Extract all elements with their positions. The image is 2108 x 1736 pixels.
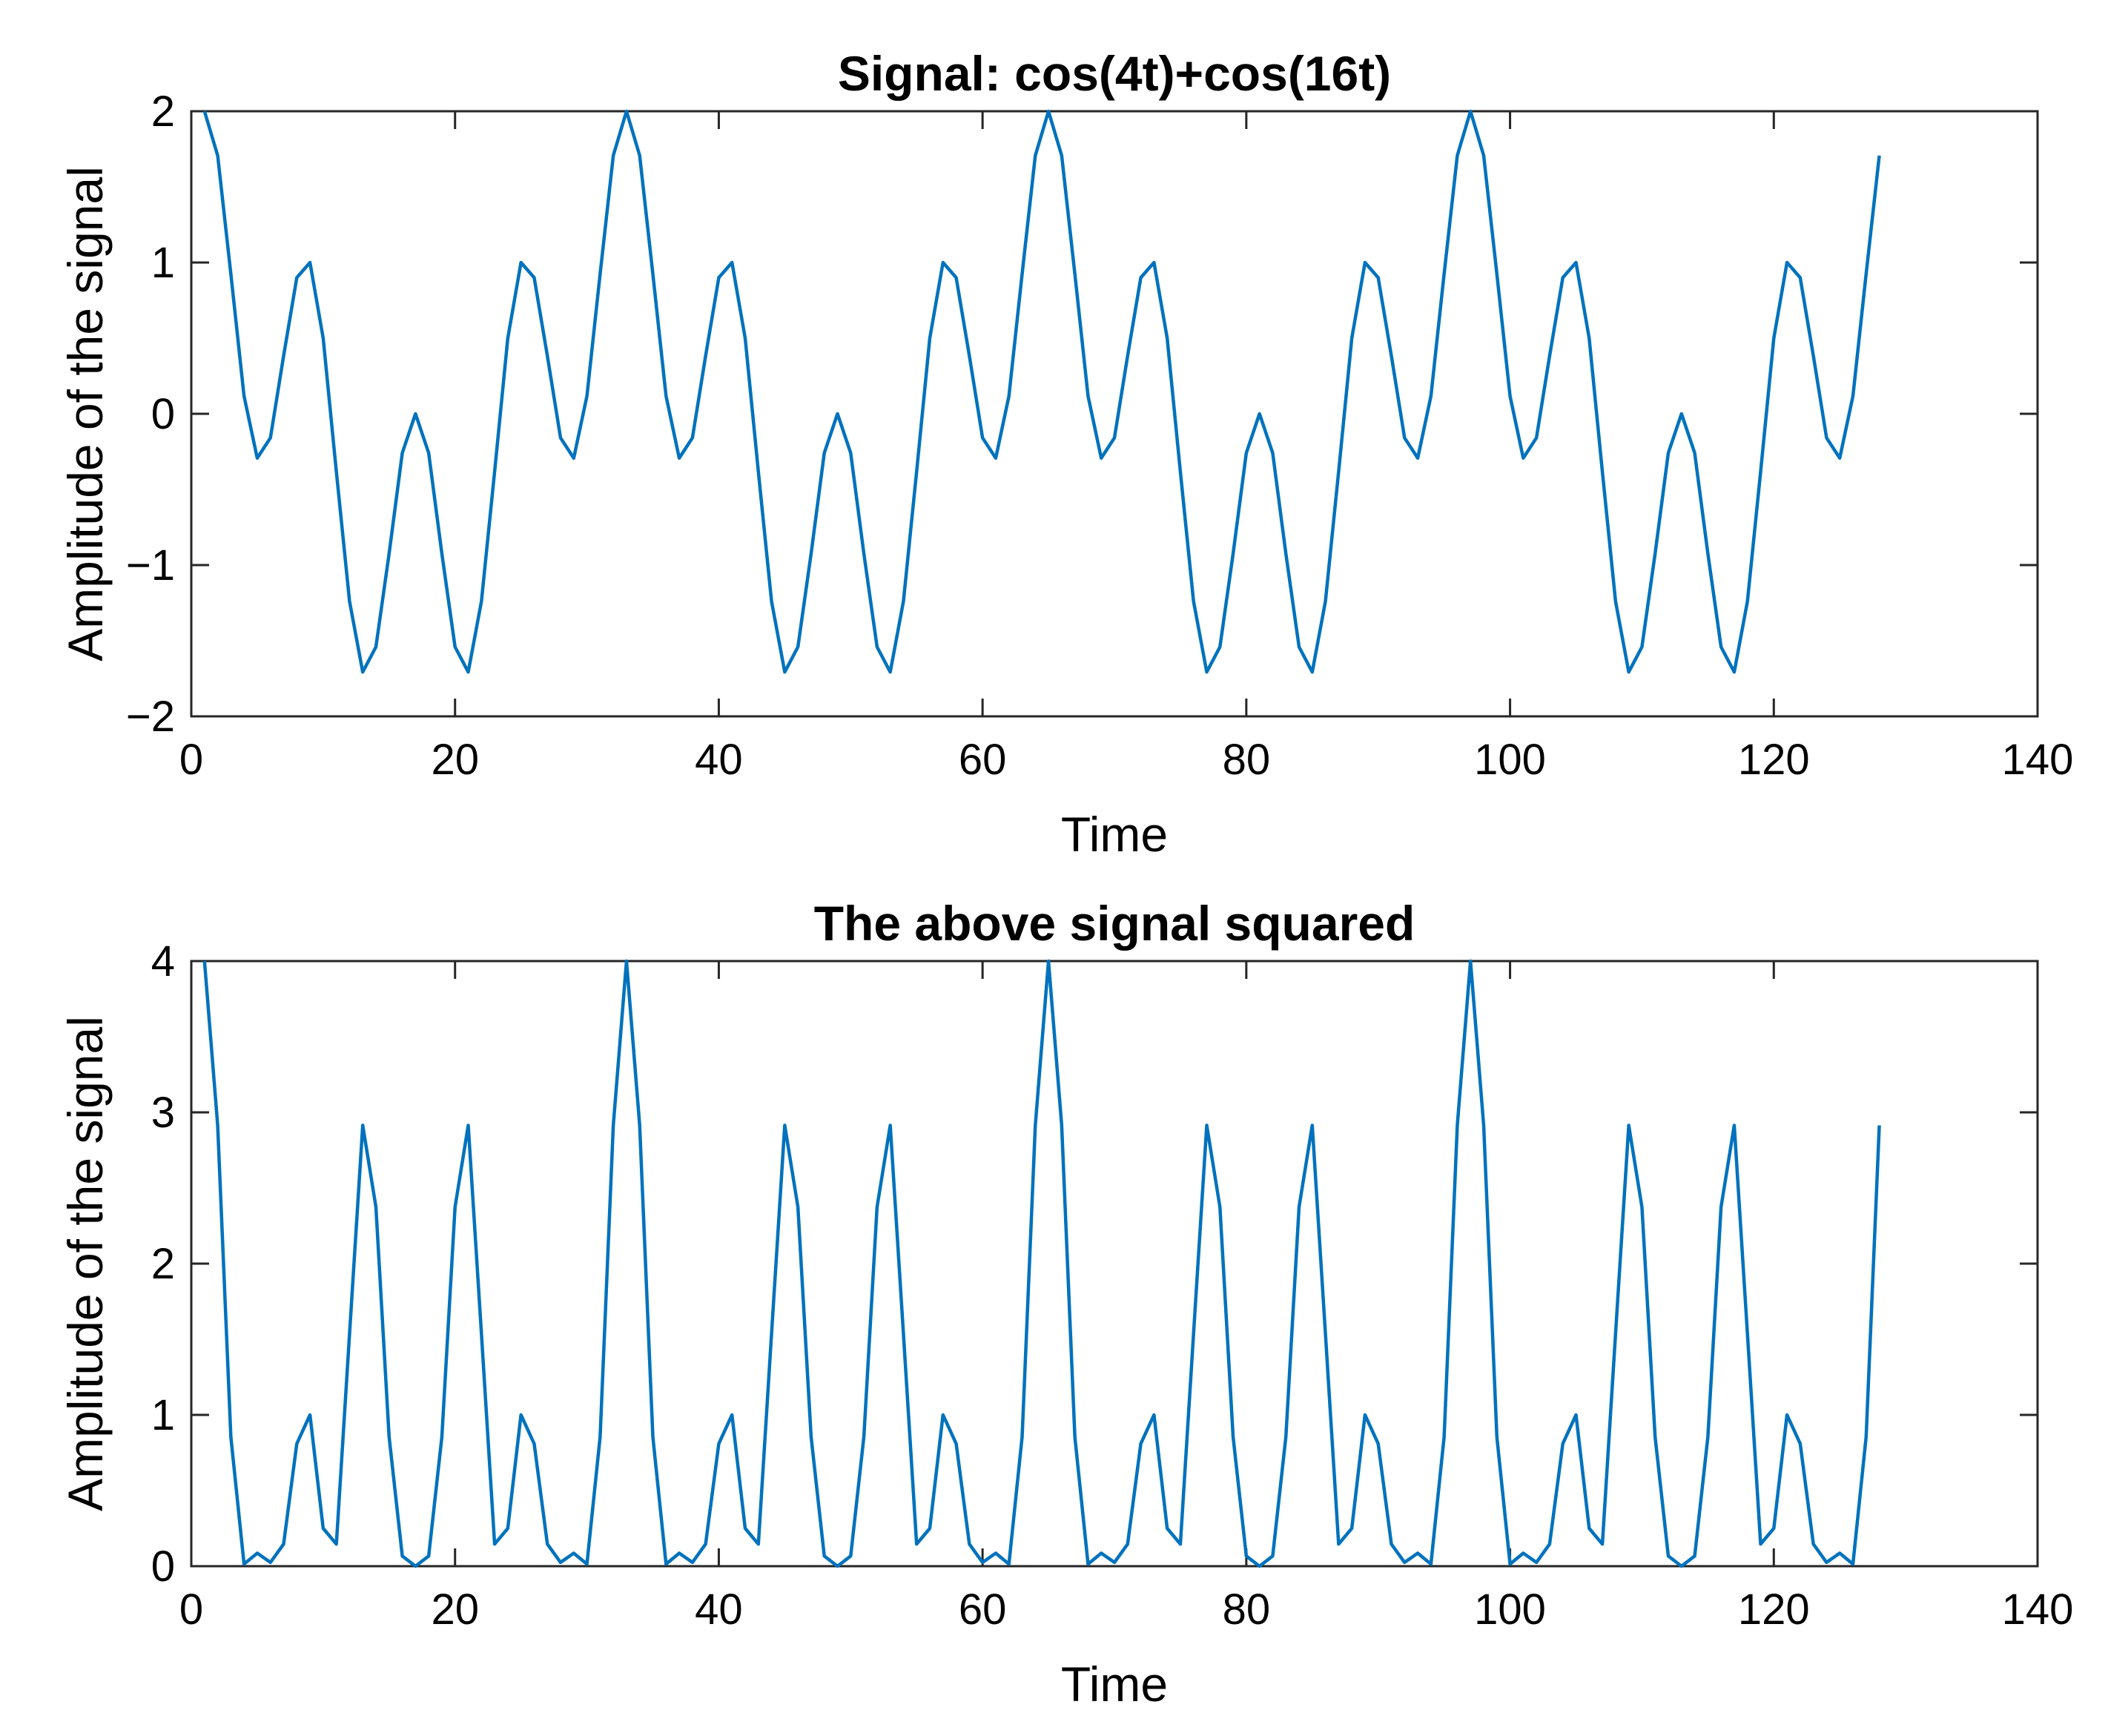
- y-axis-label: Amplitude of the signal: [58, 1016, 113, 1511]
- y-tick-label: 2: [151, 1240, 175, 1288]
- y-tick-label: 4: [151, 937, 175, 986]
- axes-box: [190, 110, 2039, 718]
- x-axis-label: Time: [1061, 1657, 1168, 1712]
- chart-title: Signal: cos(4t)+cos(16t): [838, 46, 1391, 101]
- x-tick-label: 80: [1223, 736, 1271, 784]
- y-tick-label: 1: [151, 1391, 175, 1439]
- x-tick-label: 60: [959, 1585, 1007, 1634]
- axes-box: [190, 960, 2039, 1568]
- x-axis-label: Time: [1061, 807, 1168, 862]
- y-tick-label: −2: [126, 693, 175, 741]
- x-tick-label: 120: [1738, 1585, 1810, 1634]
- x-tick-label: 100: [1474, 1585, 1546, 1634]
- series-line-1: [202, 959, 1881, 1568]
- y-tick-label: 0: [151, 1542, 175, 1591]
- x-tick-label: 100: [1474, 736, 1546, 784]
- x-tick-label: 140: [2002, 736, 2074, 784]
- series-line-1: [202, 109, 1881, 674]
- x-tick-label: 0: [179, 1585, 203, 1634]
- x-tick-label: 140: [2002, 1585, 2074, 1634]
- y-tick-label: 2: [151, 88, 175, 136]
- x-tick-label: 40: [695, 736, 743, 784]
- y-tick-label: −1: [126, 541, 175, 590]
- x-tick-label: 20: [431, 1585, 479, 1634]
- x-tick-label: 80: [1223, 1585, 1271, 1634]
- chart-panel-1: 0 20 40 60 80 100 120 140 −2 −1 0 1 2 Signal: cos(4t)…: [58, 46, 2073, 862]
- x-tick-label: 40: [695, 1585, 743, 1634]
- chart-panel-2: 0 20 40 60 80 100 120 140 0 1 2 3 4 The above signal …: [58, 896, 2073, 1712]
- x-tick-label: 60: [959, 736, 1007, 784]
- y-axis-label: Amplitude of the signal: [58, 166, 113, 661]
- chart-title: The above signal squared: [814, 896, 1415, 951]
- x-tick-label: 20: [431, 736, 479, 784]
- y-tick-label: 1: [151, 239, 175, 287]
- y-tick-label: 3: [151, 1089, 175, 1137]
- x-tick-label: 0: [179, 736, 203, 784]
- y-tick-label: 0: [151, 390, 175, 438]
- x-tick-label: 120: [1738, 736, 1810, 784]
